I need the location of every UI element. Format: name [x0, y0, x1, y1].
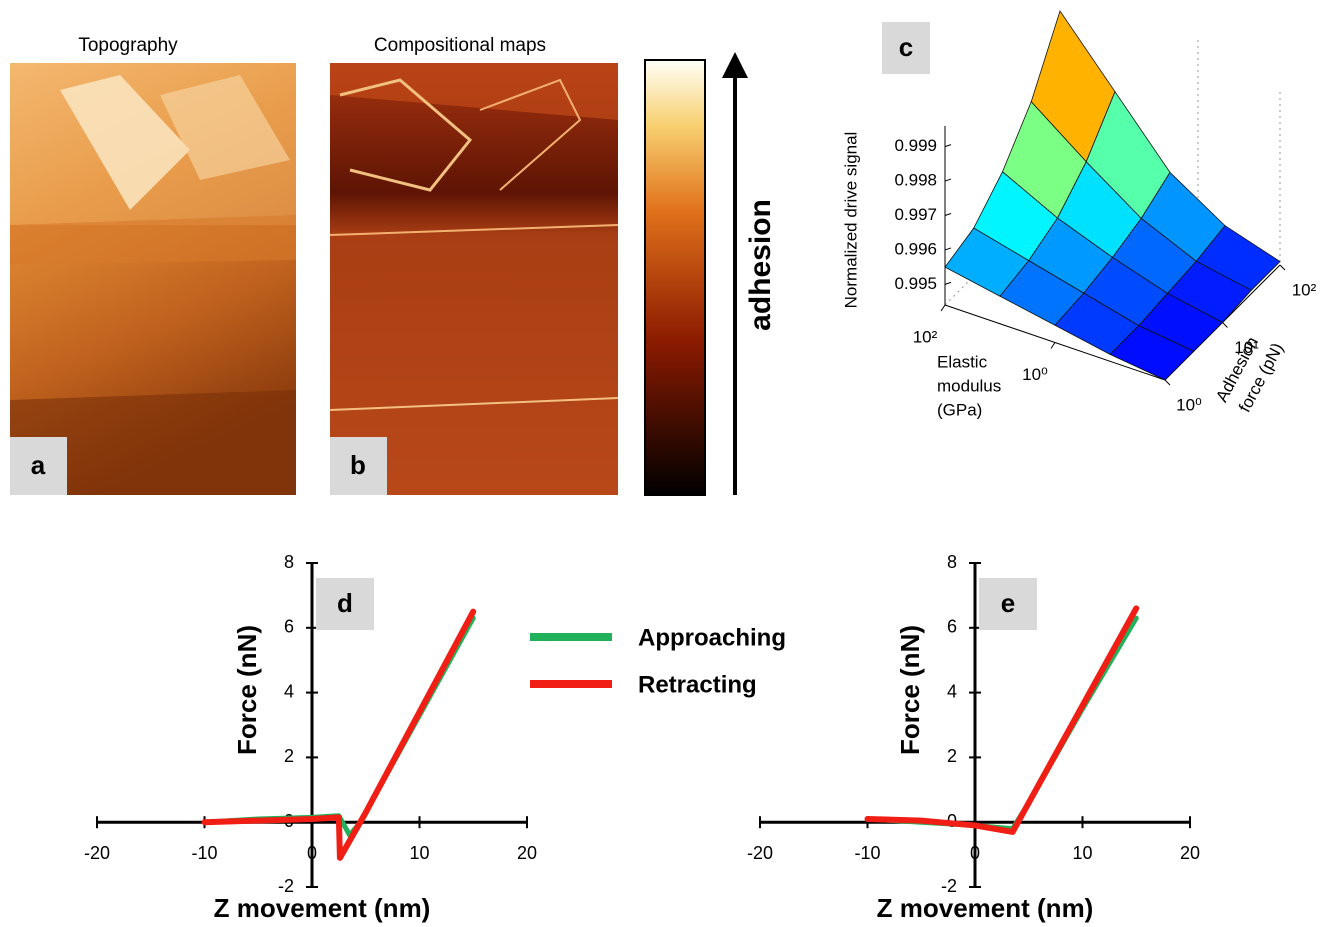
z-tick	[945, 214, 951, 216]
x-tick-label: 20	[517, 843, 537, 863]
panel-label: e	[1001, 588, 1015, 618]
colorbar-label: adhesion	[744, 199, 777, 331]
figure: adhesion Topography Compositional maps a…	[0, 0, 1335, 927]
y-tick-label: 6	[284, 617, 294, 637]
arrow-head	[722, 52, 748, 78]
y-tick-label: 8	[284, 552, 294, 572]
x-tick-label: 10	[1072, 843, 1092, 863]
x-tick-label: 20	[1180, 843, 1200, 863]
y-axis-title: Force (nN)	[232, 625, 262, 755]
x-tick-label: -10	[854, 843, 880, 863]
x-axis-title: Z movement (nm)	[877, 893, 1094, 923]
x-tick-label: 0	[970, 843, 980, 863]
y-tick	[1280, 265, 1285, 270]
panel-title: Compositional maps	[374, 35, 546, 56]
z-tick-label: 0.999	[894, 136, 937, 155]
panel-label: a	[31, 450, 46, 480]
x-tick	[1051, 343, 1055, 349]
panel-label: d	[337, 588, 353, 618]
z-tick	[945, 248, 951, 250]
panel-title: Topography	[78, 35, 178, 56]
z-tick	[945, 145, 951, 147]
panel-label: c	[899, 32, 913, 62]
z-tick	[945, 179, 951, 181]
y-tick-label: 6	[947, 617, 957, 637]
topography-image	[10, 63, 296, 495]
x-axis-title: modulus	[937, 376, 1001, 395]
z-tick-label: 0.997	[894, 205, 937, 224]
y-tick-label: 2	[284, 746, 294, 766]
y-tick-label: 10⁰	[1176, 395, 1202, 414]
y-tick	[1165, 380, 1170, 385]
z-tick	[945, 282, 951, 284]
z-tick-label: 0.995	[894, 274, 937, 293]
x-axis-title: (GPa)	[937, 400, 982, 419]
x-tick-label: 10²	[913, 327, 938, 346]
x-tick-label: 0	[307, 843, 317, 863]
y-tick	[1223, 323, 1228, 328]
y-tick-label: 10²	[1292, 280, 1317, 299]
legend-label: Approaching	[638, 624, 786, 651]
x-tick-label: -10	[191, 843, 217, 863]
y-tick-label: 4	[284, 681, 294, 701]
x-tick-label: 10	[409, 843, 429, 863]
legend-label: Retracting	[638, 671, 757, 698]
x-tick-label: -20	[747, 843, 773, 863]
colorbar	[645, 60, 705, 495]
x-tick	[941, 305, 945, 311]
x-tick-label: 10⁰	[1022, 365, 1048, 384]
z-tick-label: 0.996	[894, 239, 937, 258]
compositional-map-image	[330, 63, 618, 495]
y-tick-label: 4	[947, 681, 957, 701]
x-axis-title: Elastic	[937, 352, 988, 371]
y-tick-label: 8	[947, 552, 957, 572]
z-tick-label: 0.998	[894, 171, 937, 190]
y-axis-title: Force (nN)	[895, 625, 925, 755]
x-axis-title: Z movement (nm)	[214, 893, 431, 923]
panel-label: b	[350, 450, 366, 480]
z-axis-title: Normalized drive signal	[841, 132, 860, 309]
y-tick-label: 2	[947, 746, 957, 766]
x-tick-label: -20	[84, 843, 110, 863]
